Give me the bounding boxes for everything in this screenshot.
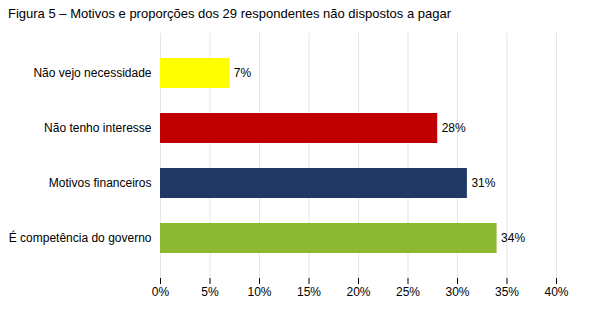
html-text:Figura 5 – Motivos e proporçõe: Figura 5 – Motivos e proporções dos 29 r… [8, 6, 451, 21]
svg-text:31%: 31% [471, 176, 495, 190]
svg-text:28%: 28% [442, 121, 466, 135]
svg-text:10%: 10% [247, 285, 271, 299]
svg-text:40%: 40% [544, 285, 568, 299]
svg-text:5%: 5% [201, 285, 219, 299]
svg-text:30%: 30% [445, 285, 469, 299]
svg-text:0%: 0% [152, 285, 170, 299]
svg-text:Não tenho interesse: Não tenho interesse [44, 121, 152, 135]
svg-text:20%: 20% [346, 285, 370, 299]
svg-text:7%: 7% [234, 66, 252, 80]
svg-text:É competência do governo: É competência do governo [9, 230, 152, 245]
svg-text:Motivos financeiros: Motivos financeiros [49, 176, 152, 190]
svg-text:34%: 34% [501, 231, 525, 245]
svg-text:Não vejo necessidade: Não vejo necessidade [33, 66, 151, 80]
svg-text:25%: 25% [396, 285, 420, 299]
svg-text:15%: 15% [297, 285, 321, 299]
svg-text:35%: 35% [495, 285, 519, 299]
